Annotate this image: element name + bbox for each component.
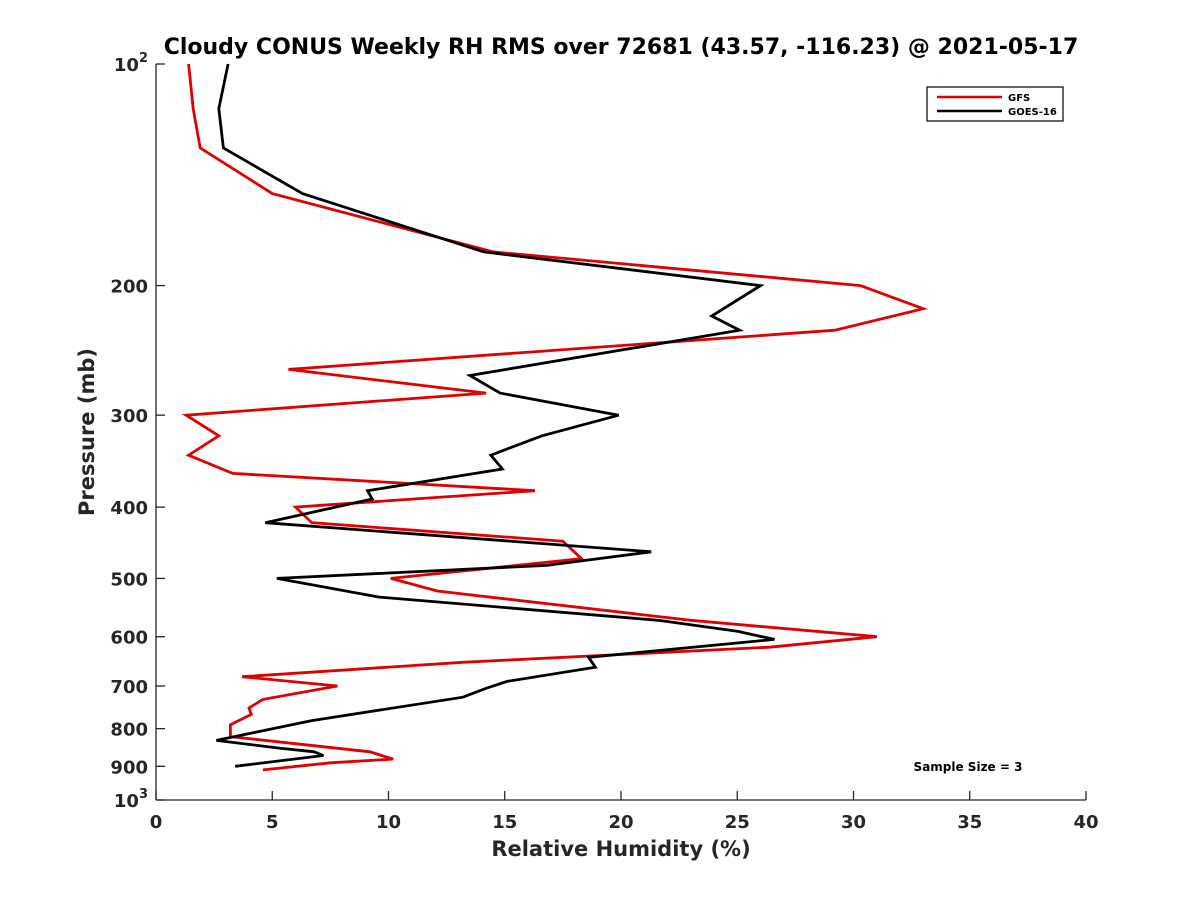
y-tick-label: 600 — [110, 628, 148, 649]
chart-title: Cloudy CONUS Weekly RH RMS over 72681 (4… — [164, 35, 1079, 60]
sample-size-annotation: Sample Size = 3 — [914, 760, 1023, 774]
legend: GFS GOES-16 — [926, 86, 1064, 122]
x-tick-label: 30 — [841, 812, 866, 833]
y-tick-label: 200 — [110, 277, 148, 298]
x-tick-label: 20 — [608, 812, 633, 833]
y-tick-exponent: 2 — [139, 51, 148, 66]
y-tick-label: 500 — [110, 569, 148, 590]
series-line-goes-16 — [216, 63, 775, 768]
y-tick-label: 400 — [110, 498, 148, 519]
x-tick-label: 35 — [957, 812, 982, 833]
legend-label-goes-16: GOES-16 — [1008, 107, 1057, 118]
plot-area — [155, 64, 1086, 801]
series-lines — [181, 63, 929, 772]
x-axis: 0 5 10 15 20 25 30 35 40 — [150, 791, 1099, 833]
y-tick-label: 102 — [114, 51, 148, 76]
x-axis-title: Relative Humidity (%) — [491, 837, 750, 861]
legend-label-gfs: GFS — [1008, 93, 1030, 104]
y-axis-title: Pressure (mb) — [75, 348, 99, 516]
x-tick-label: 40 — [1073, 812, 1098, 833]
x-tick-label: 10 — [376, 812, 401, 833]
y-tick-exponent: 3 — [139, 787, 148, 802]
y-tick-label: 300 — [110, 406, 148, 427]
y-tick-label: 900 — [110, 757, 148, 778]
x-tick-label: 0 — [150, 812, 163, 833]
y-tick-base: 10 — [114, 55, 139, 76]
x-tick-label: 15 — [492, 812, 517, 833]
y-tick-label: 800 — [110, 720, 148, 741]
y-tick-label: 700 — [110, 677, 148, 698]
x-tick-label: 5 — [266, 812, 279, 833]
y-tick-label: 103 — [114, 787, 148, 812]
series-line-gfs — [181, 63, 929, 772]
legend-box — [926, 86, 1064, 122]
y-tick-base: 10 — [114, 791, 139, 812]
x-tick-label: 25 — [725, 812, 750, 833]
